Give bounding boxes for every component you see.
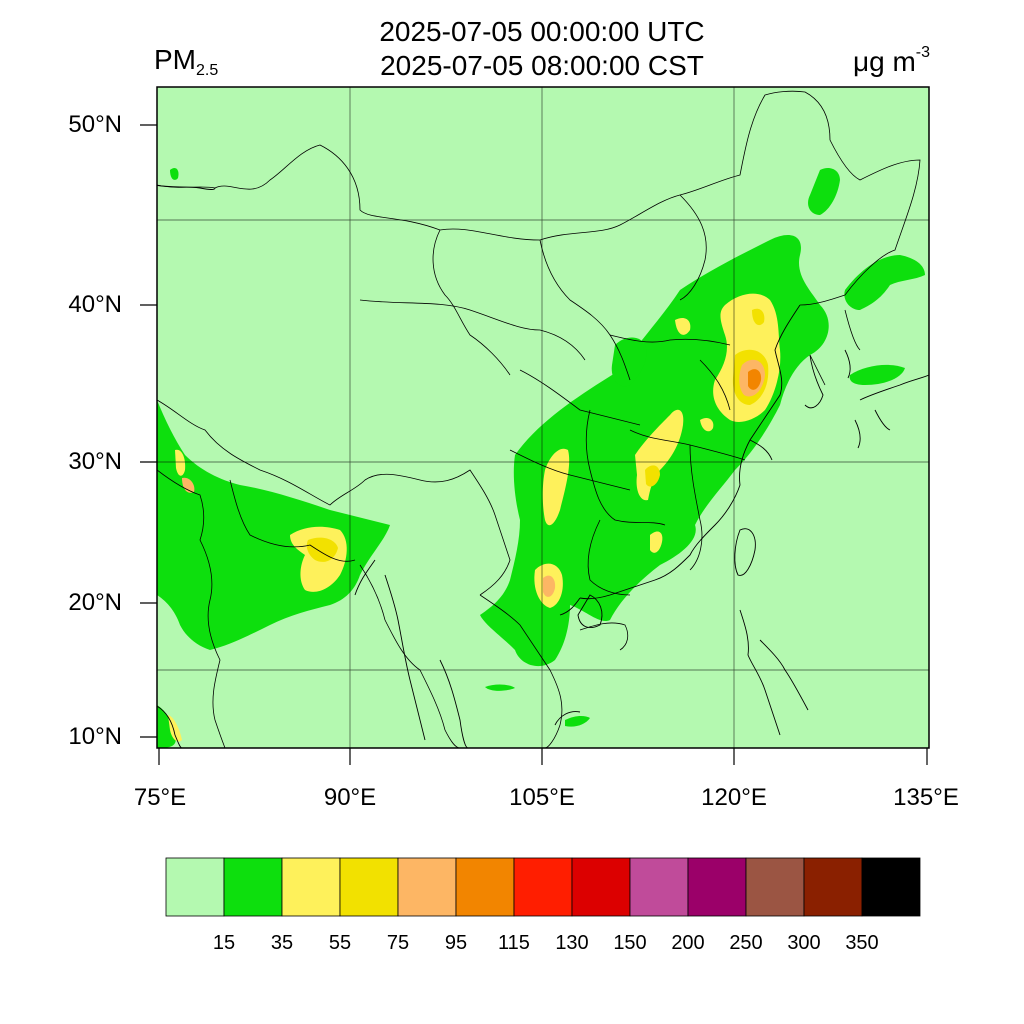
pm25-level-115-130 [748, 369, 762, 390]
coastlines [157, 184, 929, 748]
colorbar-swatch [397, 857, 457, 917]
colorbar [165, 857, 921, 917]
colorbar-label: 115 [498, 932, 530, 954]
colorbar-swatch [803, 857, 863, 917]
colorbar-swatch [513, 857, 573, 917]
colorbar-label: 150 [613, 932, 647, 954]
lat-label-40: 40°N [68, 291, 122, 318]
lat-ticks [140, 124, 157, 738]
colorbar-label: 55 [328, 932, 352, 954]
colorbar-label: 350 [845, 932, 879, 954]
colorbar-label: 75 [386, 932, 410, 954]
colorbar-label: 35 [270, 932, 294, 954]
colorbar-swatch [571, 857, 631, 917]
colorbar-swatch [629, 857, 689, 917]
unit-label: μg m-3 [852, 44, 930, 77]
variable-label: PM2.5 [154, 44, 219, 79]
colorbar-swatch [745, 857, 805, 917]
colorbar-swatch [339, 857, 399, 917]
lon-label-120: 120°E [701, 784, 767, 811]
colorbar-label: 15 [212, 932, 236, 954]
lon-label-75: 75°E [133, 784, 187, 811]
colorbar-label: 250 [729, 932, 763, 954]
lat-label-10: 10°N [68, 723, 122, 750]
lat-label-20: 20°N [68, 589, 122, 616]
colorbar-swatch [281, 857, 341, 917]
colorbar-swatch [455, 857, 515, 917]
lat-label-50: 50°N [68, 111, 122, 138]
title-local: 2025-07-05 08:00:00 CST [380, 50, 704, 81]
lon-label-90: 90°E [323, 784, 377, 811]
graticule [157, 87, 929, 748]
colorbar-swatch [687, 857, 747, 917]
colorbar-label: 95 [444, 932, 468, 954]
colorbar-label: 200 [671, 932, 705, 954]
title-utc: 2025-07-05 00:00:00 UTC [379, 16, 705, 47]
lon-label-135: 135°E [893, 784, 959, 811]
colorbar-label: 300 [787, 932, 821, 954]
lat-label-30: 30°N [68, 448, 122, 475]
lon-label-105: 105°E [509, 784, 575, 811]
map-frame [156, 86, 930, 749]
lon-ticks [158, 748, 928, 765]
colorbar-swatch [165, 857, 225, 917]
colorbar-swatch [861, 857, 921, 917]
colorbar-swatch [223, 857, 283, 917]
colorbar-label: 130 [555, 932, 589, 954]
